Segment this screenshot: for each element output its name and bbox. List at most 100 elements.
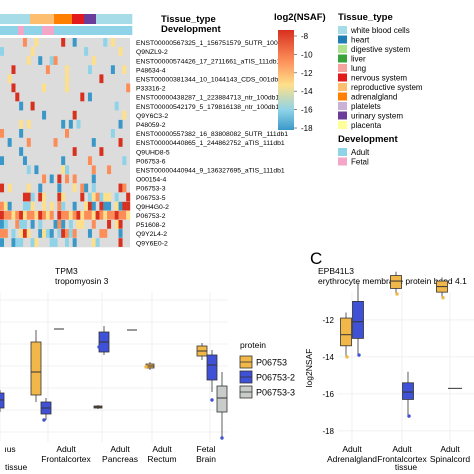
heatmap-annotation-header: Tissue_type Development (161, 14, 221, 35)
tissue-legend-label: liver (351, 55, 366, 64)
heatmap-cell (61, 210, 66, 220)
heatmap-cell (22, 229, 27, 238)
tissue-annotation-cell (66, 14, 73, 24)
panel-c-point (441, 296, 445, 300)
heatmap-cell (57, 183, 62, 193)
heatmap-cell (95, 238, 100, 247)
heatmap-cell (107, 210, 112, 220)
tissue-annotation-cell (102, 14, 109, 24)
panel-b-box (206, 354, 218, 381)
heatmap-cell (30, 220, 35, 229)
heatmap-cell (0, 129, 5, 138)
heatmap-cell (118, 119, 123, 129)
tissue-legend-label: urinary system (351, 112, 403, 121)
heatmap-cell (45, 65, 50, 74)
tissue-annotation-cell (18, 14, 25, 24)
heatmap-row-label: ENST00000574426_17_2711661_aTIS_111db1 (136, 58, 281, 65)
heatmap-cell (122, 183, 127, 193)
heatmap-cell (99, 201, 104, 211)
heatmap-cell (126, 192, 131, 202)
tissue-legend-swatch (338, 35, 347, 44)
heatmap-cell (65, 129, 70, 138)
header-tissue-label: Tissue_type (161, 14, 216, 25)
heatmap-cell (103, 229, 108, 238)
panel-b-legend: P06753 P06753-2 P06753-3 (239, 355, 295, 399)
heatmap-cell (68, 220, 73, 229)
development-annotation-cell (108, 26, 115, 35)
development-annotation-cell (48, 26, 55, 35)
heatmap-cell (87, 229, 92, 238)
development-annotation-cell (114, 26, 121, 35)
panel-b-point (42, 418, 46, 422)
tissue-annotation-cell (42, 14, 49, 24)
heatmap-cell (61, 229, 66, 238)
tissue-legend-label: placenta (351, 121, 382, 130)
panel-c-x-tick: Adult Spinalcord (430, 444, 470, 464)
heatmap-cell (19, 101, 24, 111)
heatmap-cell (0, 238, 5, 247)
heatmap-cell (7, 138, 12, 147)
heatmap-cell (22, 210, 27, 220)
heatmap-cell (91, 183, 96, 193)
heatmap-row-label: P06753-6 (136, 158, 166, 165)
development-annotation-cell (24, 26, 31, 35)
heatmap-cell (114, 210, 119, 220)
heatmap-cell (122, 110, 127, 120)
heatmap-cell (15, 210, 20, 220)
panel-c-gene: EPB41L3 (318, 266, 354, 276)
heatmap-cell (118, 210, 123, 220)
heatmap-row-label: P48059-2 (136, 122, 166, 129)
heatmap-cell (38, 192, 43, 202)
heatmap-cell (61, 220, 66, 229)
panel-b-point (220, 436, 224, 440)
tissue-legend-title: Tissue_type (338, 12, 393, 23)
heatmap-cell (114, 220, 119, 229)
heatmap-cell (87, 201, 92, 211)
heatmap-row-label: Q9Y6C3-2 (136, 113, 168, 120)
development-annotation-cell (126, 26, 133, 35)
log2-tick-label: -12 (301, 69, 313, 78)
heatmap-cell (53, 238, 58, 247)
development-annotation-cell (72, 26, 79, 35)
panel-b-legend-label: P06753-3 (256, 388, 295, 398)
log2-tick-labels: -8 -10 -12 -14 -16 -18 (294, 32, 313, 133)
heatmap-cell (110, 65, 115, 74)
heatmap-cell (122, 201, 127, 211)
tissue-annotation-cell (96, 14, 103, 24)
development-annotation-cell (66, 26, 73, 35)
heatmap-cell (53, 56, 58, 65)
heatmap-cell (26, 210, 31, 220)
heatmap-cell (61, 165, 66, 175)
heatmap-cell (15, 238, 20, 247)
heatmap-cell (30, 101, 35, 111)
heatmap-cell (114, 101, 119, 111)
log2-tick-label: -8 (301, 32, 309, 41)
log2-tick-label: -14 (301, 87, 313, 96)
heatmap-cell (0, 201, 5, 211)
heatmap-cell (72, 238, 77, 247)
development-annotation-cell (0, 26, 7, 35)
heatmap-cell (84, 47, 89, 56)
heatmap-cell (65, 174, 70, 184)
heatmap-cell (11, 83, 16, 93)
heatmap-cell (65, 74, 70, 84)
heatmap-cell (22, 156, 27, 165)
heatmap-row-label: ENST00000438287_1_223884713_ntr_100db1 (136, 95, 279, 102)
heatmap-cell (22, 201, 27, 211)
development-annotation-cell (60, 26, 67, 35)
heatmap-cell (45, 229, 50, 238)
heatmap-cell (110, 210, 115, 220)
heatmap-cell (99, 229, 104, 238)
heatmap-cell (49, 238, 54, 247)
protein-heatmap (0, 14, 133, 248)
heatmap-cell (38, 210, 43, 220)
panel-b-gene: TPM3 (55, 266, 78, 276)
heatmap-cell (118, 220, 123, 229)
development-legend-title: Development (338, 134, 398, 145)
heatmap-cell (84, 183, 89, 193)
heatmap-cell (99, 74, 104, 84)
heatmap-cell (3, 220, 8, 229)
heatmap-cell (26, 165, 31, 175)
heatmap-cell (19, 147, 24, 156)
panel-b-tpm3: TPM3 tropomyosin 3 ıus Adult Frontalcortex… (0, 266, 295, 472)
